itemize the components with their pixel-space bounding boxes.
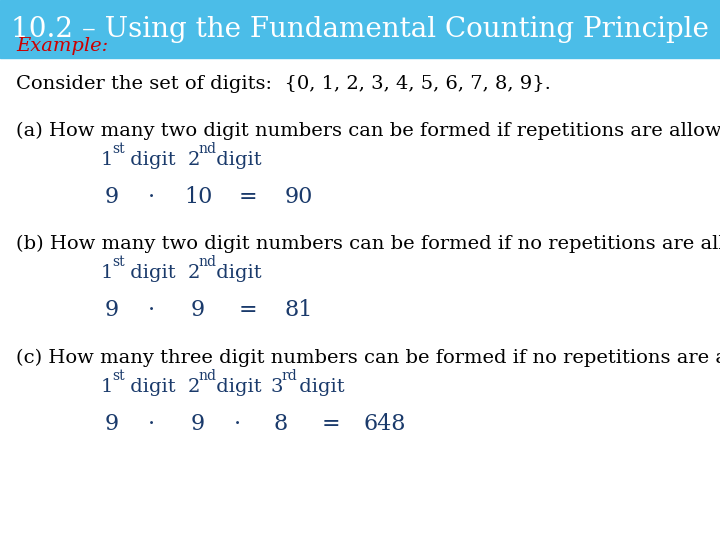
Text: 90: 90 <box>284 186 313 208</box>
Text: st: st <box>112 369 125 383</box>
Text: 9: 9 <box>104 300 119 321</box>
Text: 9: 9 <box>191 413 205 435</box>
Text: rd: rd <box>282 369 297 383</box>
Text: (c) How many three digit numbers can be formed if no repetitions are allowed?: (c) How many three digit numbers can be … <box>16 348 720 367</box>
Text: digit: digit <box>210 151 262 168</box>
Text: 2: 2 <box>187 377 199 395</box>
Text: digit: digit <box>210 264 262 282</box>
Text: 9: 9 <box>104 186 119 208</box>
Text: 2: 2 <box>187 151 199 168</box>
Text: (b) How many two digit numbers can be formed if no repetitions are allowed?: (b) How many two digit numbers can be fo… <box>16 235 720 253</box>
Text: 1: 1 <box>101 151 113 168</box>
Text: Consider the set of digits:  {0, 1, 2, 3, 4, 5, 6, 7, 8, 9}.: Consider the set of digits: {0, 1, 2, 3,… <box>16 75 551 93</box>
Text: 81: 81 <box>284 300 313 321</box>
Text: st: st <box>112 255 125 269</box>
Text: digit: digit <box>124 151 176 168</box>
Text: 10.2 – Using the Fundamental Counting Principle: 10.2 – Using the Fundamental Counting Pr… <box>11 16 709 43</box>
Text: 9: 9 <box>191 300 205 321</box>
Text: 9: 9 <box>104 413 119 435</box>
Text: 1: 1 <box>101 377 113 395</box>
Bar <box>0 0 720 58</box>
Text: digit: digit <box>124 377 176 395</box>
Text: digit: digit <box>210 377 262 395</box>
Text: =: = <box>239 186 258 208</box>
Text: ·: · <box>234 413 241 435</box>
Text: =: = <box>239 300 258 321</box>
Text: 2: 2 <box>187 264 199 282</box>
Text: digit: digit <box>124 264 176 282</box>
Text: digit: digit <box>293 377 345 395</box>
Text: (a) How many two digit numbers can be formed if repetitions are allowed?: (a) How many two digit numbers can be fo… <box>16 122 720 140</box>
Text: =: = <box>322 413 341 435</box>
Text: ·: · <box>148 413 155 435</box>
Text: Example:: Example: <box>16 37 108 55</box>
Text: nd: nd <box>199 369 217 383</box>
Text: 1: 1 <box>101 264 113 282</box>
Text: 3: 3 <box>270 377 282 395</box>
Text: ·: · <box>148 186 155 208</box>
Text: ·: · <box>148 300 155 321</box>
Text: 10: 10 <box>184 186 212 208</box>
Text: 648: 648 <box>364 413 407 435</box>
Text: nd: nd <box>199 142 217 156</box>
Text: 8: 8 <box>274 413 288 435</box>
Text: nd: nd <box>199 255 217 269</box>
Text: st: st <box>112 142 125 156</box>
